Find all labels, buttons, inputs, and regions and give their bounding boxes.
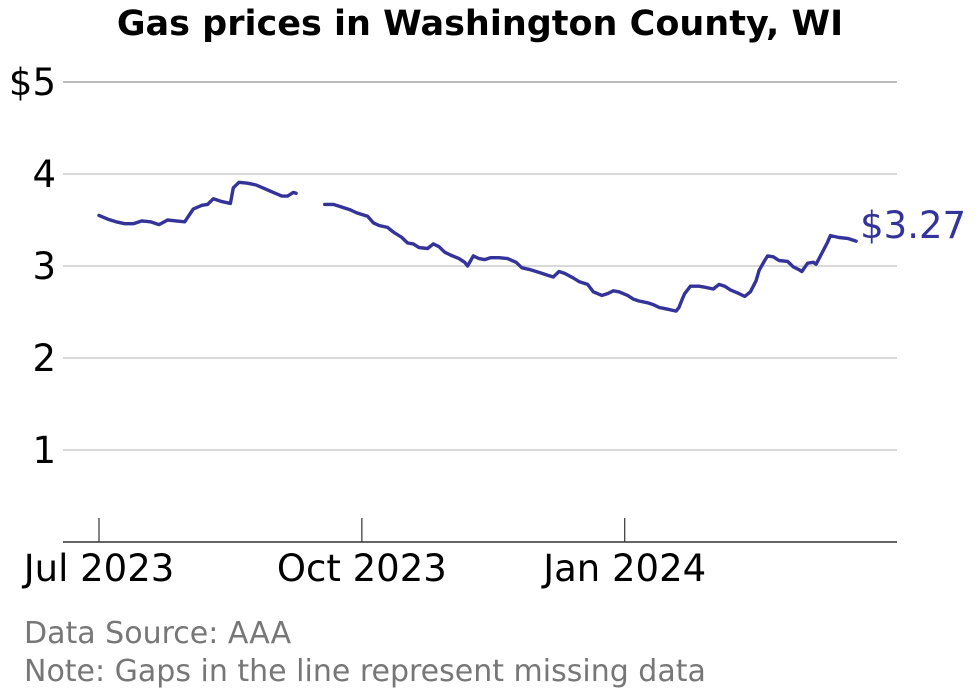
x-tick-label: Jan 2024 [541, 547, 706, 590]
y-tick-label: 2 [32, 337, 56, 380]
price-line-segment [97, 180, 298, 227]
y-tick-label: 4 [32, 153, 56, 196]
y-tick-label: $5 [9, 61, 56, 104]
grid-lines [63, 81, 897, 451]
y-tick-label: 1 [32, 429, 56, 472]
y-tick-labels: 1 2 3 4 $5 [9, 61, 56, 472]
price-line-segment [323, 202, 858, 313]
x-tick-label: Jul 2023 [22, 547, 175, 590]
price-series [97, 180, 858, 313]
x-ticks: Jul 2023 Oct 2023 Jan 2024 [22, 518, 706, 590]
last-value-label: $3.27 [860, 204, 966, 247]
data-source-note: Data Source: AAA [24, 616, 292, 651]
y-tick-label: 3 [32, 245, 56, 288]
chart-title: Gas prices in Washington County, WI [116, 4, 844, 44]
x-tick-label: Oct 2023 [277, 547, 447, 590]
missing-data-note: Note: Gaps in the line represent missing… [24, 654, 706, 689]
